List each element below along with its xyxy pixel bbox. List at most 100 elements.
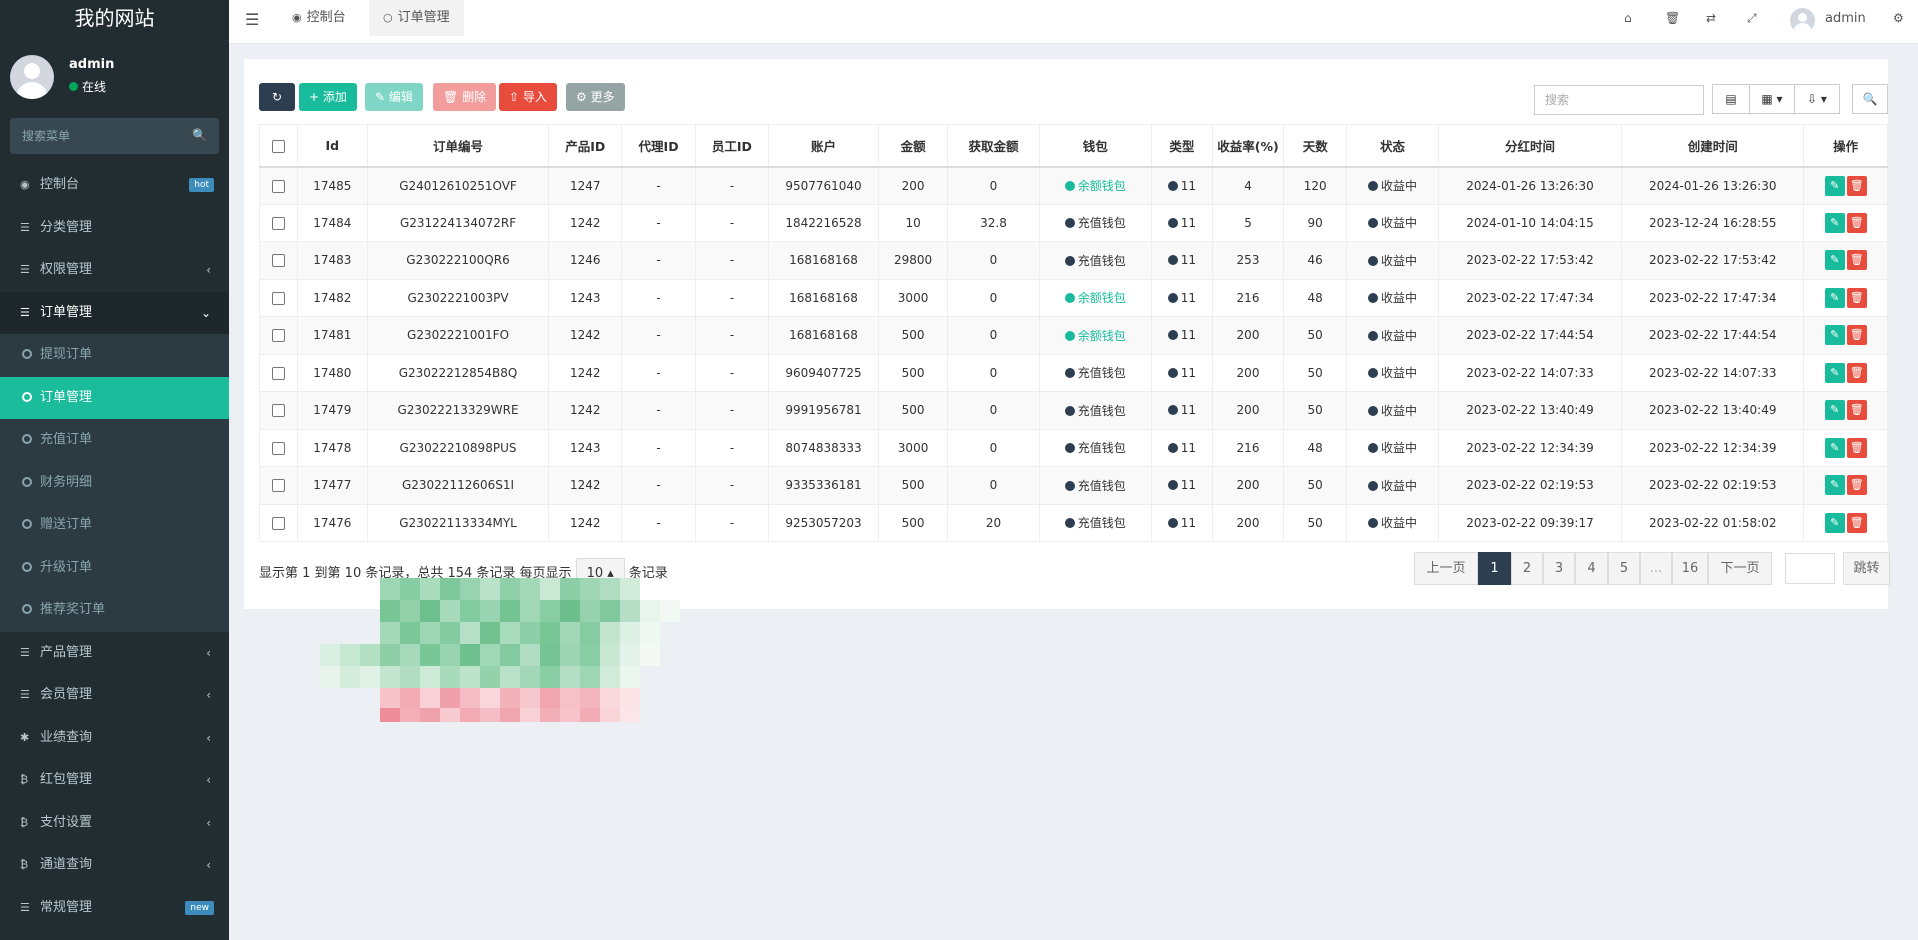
- column-header[interactable]: 类型: [1150, 124, 1213, 168]
- more-button[interactable]: ⚙ 更多: [566, 83, 625, 111]
- sidebar-item-members[interactable]: ☰ 会员管理 ‹: [0, 674, 229, 717]
- row-checkbox[interactable]: [271, 254, 285, 268]
- header-user-name[interactable]: admin: [1825, 11, 1866, 26]
- sidebar-item-redpacket[interactable]: ₿ 红包管理 ‹: [0, 759, 229, 802]
- import-button[interactable]: ⇧ 导入: [499, 83, 557, 111]
- table-row[interactable]: 17483 G230222100QR6 1246- -168168168 29800 0 充…: [259, 241, 1888, 280]
- sidebar-item-payment[interactable]: ₿ 支付设置 ‹: [0, 802, 229, 845]
- column-header[interactable]: 分红时间: [1437, 124, 1623, 168]
- sidebar-item-auth[interactable]: ☰ 权限管理 ‹: [0, 249, 229, 292]
- row-delete-button[interactable]: 🗑: [1846, 175, 1867, 196]
- column-header[interactable]: 订单编号: [366, 124, 550, 168]
- row-edit-button[interactable]: ✎: [1824, 362, 1845, 383]
- row-delete-button[interactable]: 🗑: [1846, 212, 1867, 233]
- column-header[interactable]: 获取金额: [947, 124, 1040, 168]
- row-checkbox[interactable]: [271, 366, 285, 380]
- page-button[interactable]: 3: [1543, 552, 1575, 585]
- column-header[interactable]: Id: [296, 124, 368, 168]
- fullscreen-icon[interactable]: ⤢: [1747, 11, 1757, 25]
- add-button[interactable]: + 添加: [299, 83, 357, 111]
- sidebar-subitem-recharge[interactable]: 充值订单: [0, 419, 229, 462]
- table-row[interactable]: 17478 G23022210898PUS 1243- -8074838333 3000…: [259, 428, 1888, 467]
- columns-button[interactable]: ▦ ▾: [1749, 84, 1795, 114]
- sidebar-item-dashboard[interactable]: ◉ 控制台 hot: [0, 164, 229, 207]
- sidebar-subitem-orders[interactable]: 订单管理: [0, 376, 229, 419]
- header-avatar[interactable]: [1790, 8, 1815, 33]
- tab-dashboard[interactable]: ◉ 控制台: [292, 10, 346, 25]
- column-header[interactable]: 金额: [877, 124, 949, 168]
- refresh-button[interactable]: ↻: [259, 83, 295, 111]
- row-edit-button[interactable]: ✎: [1824, 325, 1845, 346]
- sidebar-subitem-finance[interactable]: 财务明细: [0, 461, 229, 504]
- table-search-input[interactable]: [1534, 85, 1704, 115]
- row-checkbox[interactable]: [271, 516, 285, 530]
- delete-button[interactable]: 🗑 删除: [433, 83, 497, 111]
- row-delete-button[interactable]: 🗑: [1846, 400, 1867, 421]
- table-row[interactable]: 17479 G23022213329WRE 1242- -9991956781 500 0…: [259, 391, 1888, 430]
- table-row[interactable]: 17485 G24012610251OVF 1247- -9507761040 200 0…: [259, 166, 1888, 205]
- row-delete-button[interactable]: 🗑: [1846, 250, 1867, 271]
- row-checkbox[interactable]: [271, 216, 285, 230]
- sidebar-item-general[interactable]: ☰ 常规管理 new: [0, 887, 229, 930]
- row-edit-button[interactable]: ✎: [1824, 400, 1845, 421]
- row-edit-button[interactable]: ✎: [1824, 287, 1845, 308]
- page-button[interactable]: 1: [1478, 552, 1511, 585]
- column-header[interactable]: 账户: [768, 124, 879, 168]
- site-logo[interactable]: 我的网站: [0, 0, 229, 37]
- sidebar-subitem-withdraw[interactable]: 提现订单: [0, 334, 229, 377]
- export-button[interactable]: ⇩ ▾: [1794, 84, 1840, 114]
- sidebar-item-performance[interactable]: ✱ 业绩查询 ‹: [0, 717, 229, 760]
- sidebar-item-products[interactable]: ☰ 产品管理 ‹: [0, 632, 229, 675]
- row-edit-button[interactable]: ✎: [1824, 512, 1845, 533]
- row-delete-button[interactable]: 🗑: [1846, 287, 1867, 308]
- row-checkbox[interactable]: [271, 441, 285, 455]
- row-edit-button[interactable]: ✎: [1824, 475, 1845, 496]
- row-delete-button[interactable]: 🗑: [1846, 437, 1867, 458]
- page-button[interactable]: 5: [1608, 552, 1640, 585]
- tab-orders[interactable]: ○ 订单管理: [369, 0, 464, 36]
- jump-page-input[interactable]: [1785, 553, 1835, 584]
- row-checkbox[interactable]: [271, 404, 285, 418]
- table-row[interactable]: 17484 G231224134072RF 1242- -1842216528 10 32…: [259, 203, 1888, 242]
- row-edit-button[interactable]: ✎: [1824, 437, 1845, 458]
- row-delete-button[interactable]: 🗑: [1846, 325, 1867, 346]
- column-header[interactable]: 钱包: [1038, 124, 1152, 168]
- row-edit-button[interactable]: ✎: [1824, 250, 1845, 271]
- table-row[interactable]: 17476 G23022113334MYL 1242- -9253057203 500 2…: [259, 503, 1888, 542]
- table-row[interactable]: 17481 G2302221001FO 1242- -168168168 500 0 余额钱…: [259, 316, 1888, 355]
- table-row[interactable]: 17477 G23022112606S1I 1242- -9335336181 500 0…: [259, 466, 1888, 505]
- gears-icon[interactable]: ⚙: [1893, 11, 1904, 25]
- table-row[interactable]: 17480 G23022212854B8Q 1242- -9609407725 500 0…: [259, 353, 1888, 392]
- menu-search-input[interactable]: [10, 118, 219, 154]
- row-checkbox[interactable]: [271, 329, 285, 343]
- column-header[interactable]: 创建时间: [1621, 124, 1805, 168]
- sidebar-item-channel[interactable]: ₿ 通道查询 ‹: [0, 844, 229, 887]
- home-icon[interactable]: ⌂: [1624, 11, 1632, 25]
- jump-button[interactable]: 跳转: [1843, 552, 1890, 585]
- column-header[interactable]: 产品ID: [548, 124, 623, 168]
- sidebar-item-category[interactable]: ☰ 分类管理: [0, 207, 229, 250]
- select-all-checkbox[interactable]: [271, 139, 285, 153]
- row-edit-button[interactable]: ✎: [1824, 212, 1845, 233]
- row-checkbox[interactable]: [271, 291, 285, 305]
- row-checkbox[interactable]: [271, 479, 285, 493]
- row-edit-button[interactable]: ✎: [1824, 175, 1845, 196]
- column-header[interactable]: 员工ID: [694, 124, 770, 168]
- page-button[interactable]: 2: [1511, 552, 1543, 585]
- translate-icon[interactable]: ⇄: [1706, 11, 1717, 25]
- sidebar-subitem-referral[interactable]: 推荐奖订单: [0, 589, 229, 632]
- column-header[interactable]: 天数: [1283, 124, 1348, 168]
- sidebar-subitem-gift[interactable]: 赠送订单: [0, 504, 229, 547]
- prev-page-button[interactable]: 上一页: [1414, 552, 1478, 585]
- row-checkbox[interactable]: [271, 179, 285, 193]
- sidebar-subitem-upgrade[interactable]: 升级订单: [0, 546, 229, 589]
- column-header[interactable]: 状态: [1346, 124, 1439, 168]
- edit-button[interactable]: ✎ 编辑: [365, 83, 423, 111]
- row-delete-button[interactable]: 🗑: [1846, 362, 1867, 383]
- table-row[interactable]: 17482 G2302221003PV 1243- -168168168 3000 0 余额…: [259, 278, 1888, 317]
- menu-toggle-icon[interactable]: ☰: [245, 10, 260, 29]
- page-button[interactable]: 4: [1575, 552, 1608, 585]
- next-page-button[interactable]: 下一页: [1708, 552, 1772, 585]
- page-button[interactable]: 16: [1672, 552, 1708, 585]
- advanced-search-button[interactable]: 🔍: [1852, 84, 1888, 114]
